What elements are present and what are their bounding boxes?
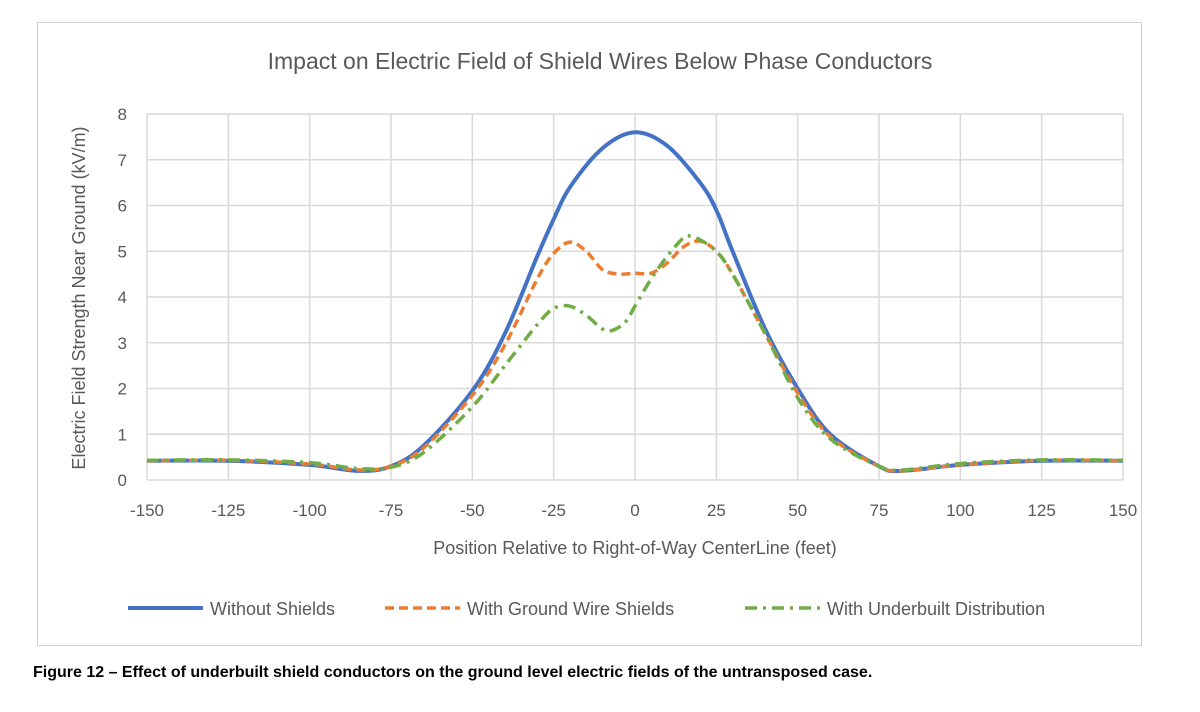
y-axis-label: Electric Field Strength Near Ground (kV/… [69,126,89,469]
x-tick-label: 100 [946,501,974,520]
x-tick-label: -100 [293,501,327,520]
x-tick-label: 50 [788,501,807,520]
series-line-1 [146,239,1124,473]
legend-label: With Underbuilt Distribution [827,599,1045,619]
y-tick-label: 2 [118,380,127,399]
chart-frame [37,22,1142,646]
x-tick-label: -25 [541,501,566,520]
chart-title: Impact on Electric Field of Shield Wires… [268,48,933,74]
x-tick-label: -125 [211,501,245,520]
figure-caption: Figure 12 – Effect of underbuilt shield … [33,664,873,681]
y-tick-label: 5 [118,242,127,261]
x-tick-label: -75 [379,501,404,520]
series-line-2 [146,233,1124,473]
x-axis-label: Position Relative to Right-of-Way Center… [433,538,837,558]
y-tick-label: 3 [118,334,127,353]
legend-label: With Ground Wire Shields [467,599,674,619]
y-tick-label: 1 [118,425,127,444]
x-tick-label: 75 [870,501,889,520]
line-chart: Impact on Electric Field of Shield Wires… [69,48,1137,619]
legend-label: Without Shields [210,599,335,619]
x-tick-label: 125 [1027,501,1055,520]
y-tick-label: 8 [118,105,127,124]
y-tick-label: 4 [118,288,127,307]
x-tick-label: -50 [460,501,485,520]
x-tick-label: -150 [130,501,164,520]
y-tick-label: 7 [118,151,127,170]
y-tick-label: 0 [118,471,127,490]
y-tick-label: 6 [118,197,127,216]
legend: Without Shields With Ground Wire Shields W… [128,599,1045,619]
x-tick-label: 0 [630,501,639,520]
x-tick-label: 25 [707,501,726,520]
x-tick-label: 150 [1109,501,1137,520]
